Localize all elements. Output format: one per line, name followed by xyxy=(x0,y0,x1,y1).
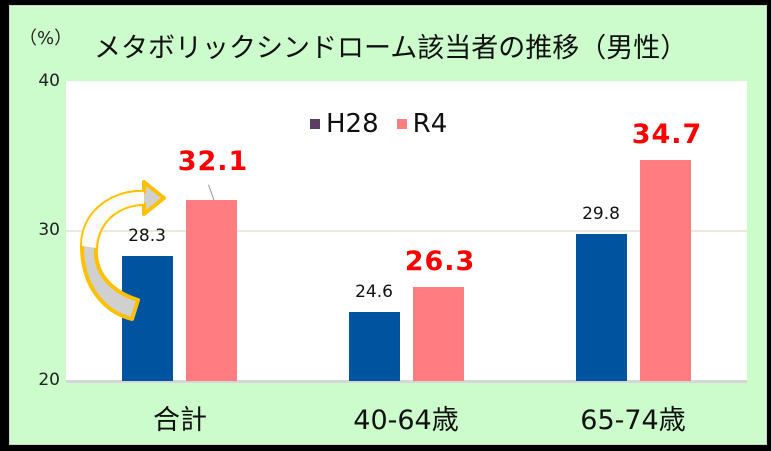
curved-arrow-icon xyxy=(80,180,166,321)
y-tick-40: 40 xyxy=(38,71,60,91)
bar-h28-40-64 xyxy=(349,312,400,381)
data-label-r4-total: 32.1 xyxy=(177,146,249,177)
y-tick-30: 30 xyxy=(38,220,60,240)
bar-h28-65-74 xyxy=(576,234,627,381)
category-label-40-64: 40-64歳 xyxy=(353,405,459,436)
bar-r4-total xyxy=(186,200,237,381)
category-label-65-74: 65-74歳 xyxy=(580,405,686,436)
legend-item-h28: H28 xyxy=(310,109,379,139)
y-tick-20: 20 xyxy=(38,370,60,390)
data-label-h28-total: 28.3 xyxy=(128,226,166,246)
category-label-total: 合計 xyxy=(153,405,207,436)
legend-swatch-h28 xyxy=(310,119,320,129)
chart-title: メタボリックシンドローム該当者の推移（男性） xyxy=(94,33,688,64)
bar-r4-40-64 xyxy=(413,287,464,381)
data-label-h28-40-64: 24.6 xyxy=(355,282,393,302)
x-axis-line xyxy=(66,380,747,383)
gridline-30 xyxy=(66,230,747,232)
legend-swatch-r4 xyxy=(396,119,407,129)
data-label-h28-65-74: 29.8 xyxy=(582,204,620,224)
legend: H28 R4 xyxy=(310,109,465,139)
data-label-r4-65-74: 34.7 xyxy=(631,119,703,150)
legend-item-r4: R4 xyxy=(396,109,448,139)
data-label-r4-40-64: 26.3 xyxy=(404,246,476,277)
legend-label-h28: H28 xyxy=(326,109,379,139)
bar-r4-65-74 xyxy=(640,160,691,381)
y-axis-unit: （%） xyxy=(19,28,73,49)
legend-label-r4: R4 xyxy=(412,109,448,139)
